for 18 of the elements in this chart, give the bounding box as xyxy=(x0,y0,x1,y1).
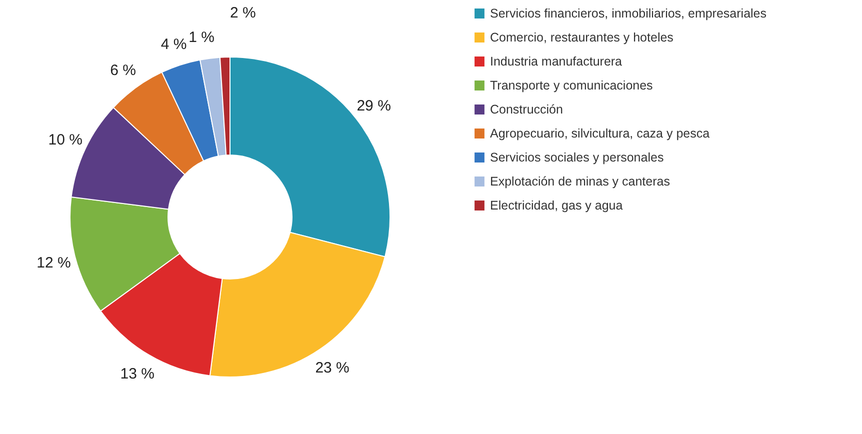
data-label: 2 % xyxy=(230,4,256,22)
data-label: 13 % xyxy=(120,366,154,383)
legend-label: Explotación de minas y canteras xyxy=(490,174,670,188)
legend-label: Construcción xyxy=(490,102,563,116)
data-label: 29 % xyxy=(356,97,391,114)
data-label: 4 % xyxy=(160,36,187,53)
legend-label: Servicios financieros, inmobiliarios, empresariales xyxy=(490,6,766,20)
data-label: 6 % xyxy=(110,62,136,79)
legend-label: Industria manufacturera xyxy=(490,54,622,68)
legend-label: Comercio, restaurantes y hoteles xyxy=(490,30,674,44)
legend-label: Transporte y comunicaciones xyxy=(490,78,653,92)
legend-label: Servicios sociales y personales xyxy=(490,150,664,164)
data-label: 12 % xyxy=(36,254,71,272)
legend-label: Agropecuario, silvicultura, caza y pesca xyxy=(490,126,710,140)
legend-label: Electricidad, gas y agua xyxy=(490,198,623,212)
data-label: 23 % xyxy=(315,360,350,377)
data-label: 10 % xyxy=(48,132,82,149)
data-label: 1 % xyxy=(188,29,214,46)
